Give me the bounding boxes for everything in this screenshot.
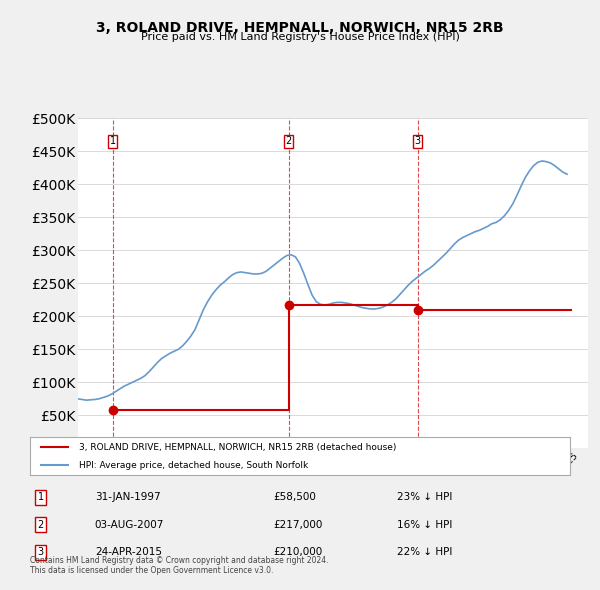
Text: 3: 3 [415, 136, 421, 146]
Text: Contains HM Land Registry data © Crown copyright and database right 2024.
This d: Contains HM Land Registry data © Crown c… [30, 556, 329, 575]
Text: £58,500: £58,500 [273, 492, 316, 502]
Text: Price paid vs. HM Land Registry's House Price Index (HPI): Price paid vs. HM Land Registry's House … [140, 32, 460, 42]
Text: 1: 1 [110, 136, 116, 146]
Text: £210,000: £210,000 [273, 547, 322, 557]
Text: 31-JAN-1997: 31-JAN-1997 [95, 492, 160, 502]
Text: 24-APR-2015: 24-APR-2015 [95, 547, 162, 557]
Text: HPI: Average price, detached house, South Norfolk: HPI: Average price, detached house, Sout… [79, 461, 308, 470]
Text: 2: 2 [38, 520, 44, 530]
Text: 1: 1 [38, 492, 44, 502]
Text: 3: 3 [38, 547, 44, 557]
Text: £217,000: £217,000 [273, 520, 322, 530]
Text: 16% ↓ HPI: 16% ↓ HPI [397, 520, 452, 530]
Text: 2: 2 [286, 136, 292, 146]
Text: 23% ↓ HPI: 23% ↓ HPI [397, 492, 452, 502]
Text: 22% ↓ HPI: 22% ↓ HPI [397, 547, 452, 557]
Text: 03-AUG-2007: 03-AUG-2007 [95, 520, 164, 530]
Text: 3, ROLAND DRIVE, HEMPNALL, NORWICH, NR15 2RB (detached house): 3, ROLAND DRIVE, HEMPNALL, NORWICH, NR15… [79, 443, 396, 452]
Text: 3, ROLAND DRIVE, HEMPNALL, NORWICH, NR15 2RB: 3, ROLAND DRIVE, HEMPNALL, NORWICH, NR15… [96, 21, 504, 35]
